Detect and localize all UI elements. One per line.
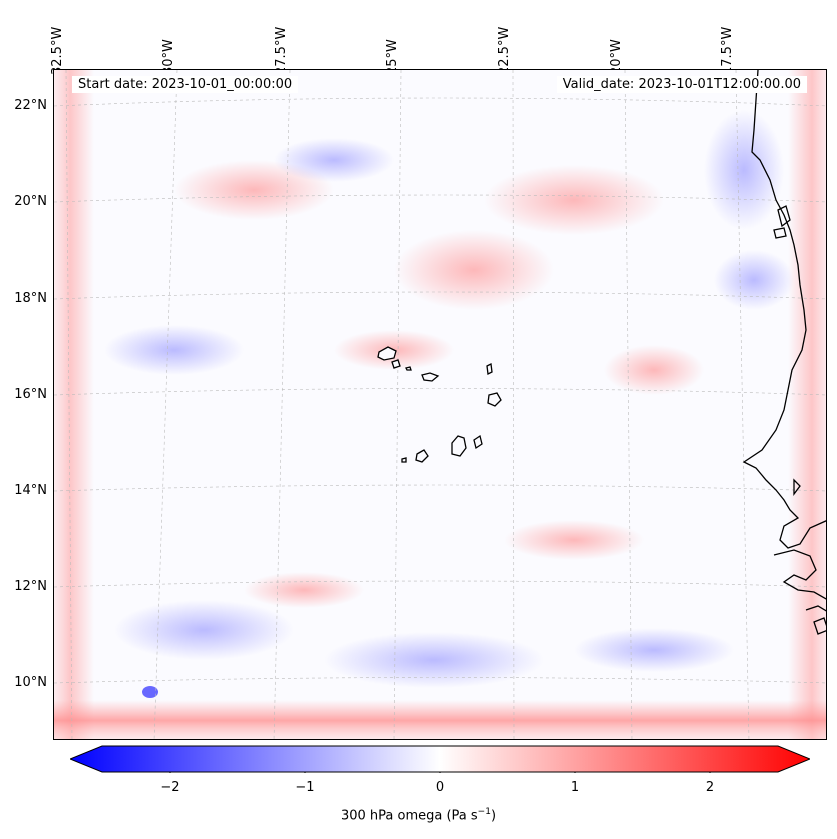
colorbar-ticks — [169, 772, 711, 773]
map-panel[interactable] — [53, 69, 827, 740]
colorbar-tick-1: 1 — [570, 780, 580, 795]
start-date-label: Start date: 2023-10-01_00:00:00 — [72, 76, 299, 93]
lat-label-22n: 22°N — [14, 98, 47, 113]
lat-label-16n: 16°N — [14, 387, 47, 402]
lon-label-32-5w: 32.5°W — [50, 26, 65, 75]
colorbar-label-main: 300 hPa omega (Pa s — [340, 808, 478, 824]
colorbar-tick-neg2: −2 — [160, 780, 180, 795]
lat-label-20n: 20°N — [14, 194, 47, 209]
omega-field-map — [54, 70, 826, 739]
cape-verde-islands — [377, 346, 502, 463]
omega-shading — [54, 70, 826, 739]
colorbar-bar — [70, 745, 810, 773]
colorbar-tick-neg1: −1 — [295, 780, 315, 795]
valid-date-label: Valid_date: 2023-10-01T12:00:00.00 — [556, 76, 807, 93]
lon-label-22-5w: 22.5°W — [497, 26, 512, 75]
colorbar-tick-0: 0 — [435, 780, 445, 795]
colorbar — [70, 745, 810, 773]
colorbar-label-exponent: −1 — [477, 807, 491, 817]
colorbar-tick-2: 2 — [705, 780, 715, 795]
lat-label-14n: 14°N — [14, 483, 47, 498]
lon-label-27-5w: 27.5°W — [274, 26, 289, 75]
graticule — [54, 70, 826, 739]
lat-label-12n: 12°N — [14, 579, 47, 594]
colorbar-label-end: ) — [490, 808, 497, 824]
coastline — [742, 70, 826, 635]
colorbar-label: 300 hPa omega (Pa s−1) — [0, 807, 837, 823]
lat-label-18n: 18°N — [14, 291, 47, 306]
lon-label-17-5w: 17.5°W — [720, 26, 735, 75]
lat-label-10n: 10°N — [14, 675, 47, 690]
